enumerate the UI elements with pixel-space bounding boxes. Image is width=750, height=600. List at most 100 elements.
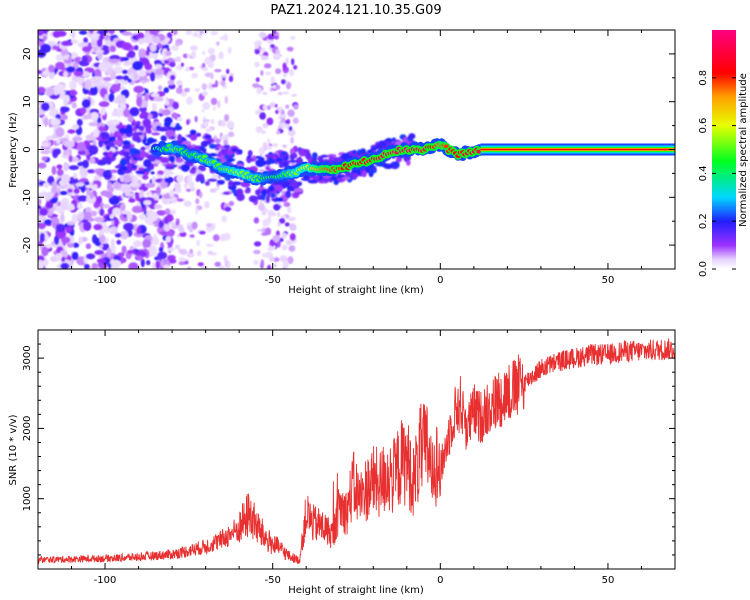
cloud-blob (165, 166, 175, 170)
cloud-blob (140, 146, 146, 151)
noise-blob (148, 251, 158, 257)
noise-blob (93, 175, 102, 182)
noise-blob (199, 30, 203, 35)
y-tick-label: 3000 (22, 345, 33, 370)
noise-blob (50, 217, 60, 226)
cloud-blob (285, 190, 292, 199)
noise-blob (55, 127, 65, 137)
cloud-blob (163, 121, 171, 128)
noise-blob (155, 186, 161, 195)
noise-blob (210, 72, 214, 80)
noise-blob (189, 234, 195, 238)
noise-blob (56, 264, 62, 269)
noise-blob (50, 118, 61, 126)
cloud-blob (360, 148, 366, 155)
noise-blob (66, 221, 76, 226)
noise-blob (132, 60, 144, 71)
cloud-blob (143, 171, 150, 176)
cloud-blob (227, 158, 236, 162)
noise-blob (169, 258, 177, 264)
noise-blob (287, 206, 292, 214)
noise-blob (99, 208, 105, 216)
noise-blob (163, 223, 171, 232)
noise-blob (223, 255, 228, 263)
noise-blob (139, 189, 145, 200)
noise-blob (114, 233, 122, 238)
noise-blob (121, 245, 127, 254)
noise-blob (44, 234, 49, 241)
noise-blob (41, 156, 48, 161)
noise-blob (56, 139, 61, 144)
noise-blob (38, 40, 42, 46)
noise-blob (146, 260, 151, 266)
cloud-blob (148, 156, 156, 162)
noise-blob (271, 143, 279, 148)
cloud-blob (196, 173, 205, 181)
noise-blob (175, 87, 183, 94)
noise-blob (261, 253, 270, 258)
noise-blob (214, 187, 220, 191)
noise-blob (261, 227, 266, 234)
noise-blob (94, 49, 104, 55)
cloud-blob (105, 157, 112, 165)
cloud-blob (175, 122, 180, 129)
noise-blob (202, 51, 206, 55)
noise-blob (89, 157, 96, 164)
noise-blob (150, 71, 156, 82)
cloud-blob (288, 159, 297, 163)
noise-blob (48, 64, 55, 73)
noise-blob (85, 243, 92, 250)
noise-blob (267, 264, 272, 269)
noise-blob (121, 31, 132, 36)
cloud-blob (357, 149, 362, 155)
noise-blob (66, 226, 73, 233)
noise-blob (258, 203, 265, 211)
noise-blob (165, 236, 172, 243)
noise-blob (253, 241, 262, 247)
noise-blob (201, 67, 209, 72)
noise-blob (108, 195, 120, 205)
noise-blob (155, 260, 160, 269)
noise-blob (151, 102, 157, 112)
noise-blob (105, 191, 114, 199)
noise-blob (214, 69, 222, 73)
heatmap-layer (38, 30, 675, 269)
cloud-blob (312, 152, 318, 159)
cloud-blob (207, 178, 218, 182)
noise-blob (76, 118, 83, 126)
noise-blob (186, 225, 193, 231)
noise-blob (204, 201, 210, 209)
noise-blob (202, 102, 211, 110)
noise-blob (106, 247, 112, 258)
noise-blob (171, 44, 179, 52)
noise-blob (56, 168, 64, 177)
noise-blob (258, 31, 267, 39)
noise-blob (98, 125, 106, 132)
noise-blob (42, 70, 49, 77)
noise-blob (150, 236, 160, 246)
snr-panel: -100 -50 0 50 1000 2000 3000 Height of straigh… (8, 329, 676, 596)
cloud-blob (407, 135, 413, 140)
noise-blob (109, 214, 115, 220)
noise-blob (94, 216, 105, 222)
noise-blob (51, 165, 57, 175)
noise-blob (92, 77, 102, 84)
cloud-blob (269, 158, 275, 163)
noise-blob (92, 184, 98, 190)
noise-blob (205, 243, 214, 247)
noise-blob (220, 135, 225, 141)
noise-blob (174, 244, 180, 250)
noise-blob (154, 59, 161, 65)
noise-blob (211, 222, 216, 231)
x-tick-label: -100 (94, 575, 117, 586)
noise-blob (69, 80, 77, 90)
noise-blob (288, 245, 296, 252)
noise-blob (42, 182, 51, 188)
noise-blob (78, 30, 88, 35)
noise-blob (89, 191, 94, 199)
cloud-blob (119, 159, 127, 166)
noise-blob (127, 50, 136, 59)
noise-blob (284, 222, 290, 227)
noise-blob (142, 238, 152, 248)
